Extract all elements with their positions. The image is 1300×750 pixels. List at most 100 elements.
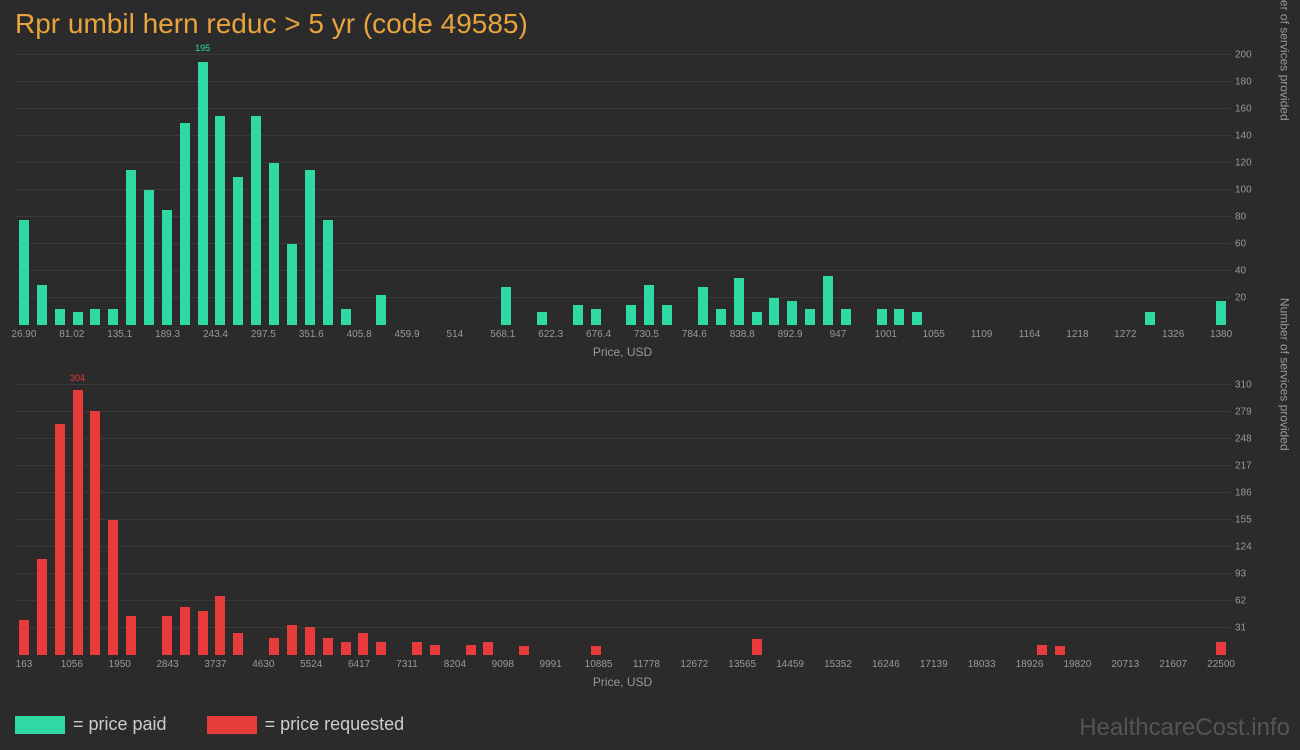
x-tick: 81.02 [59,329,84,340]
x-tick: 16246 [872,659,900,670]
bar [287,625,297,655]
bar [662,305,672,325]
x-tick: 18033 [968,659,996,670]
y-tick: 93 [1235,569,1260,580]
y-tick: 310 [1235,380,1260,391]
bar [805,309,815,325]
bar [144,190,154,325]
legend-item-paid: = price paid [15,714,167,735]
y-tick: 60 [1235,239,1260,250]
x-tick: 1326 [1162,329,1184,340]
bar [323,638,333,655]
y-axis-label: Number of services provided [1278,0,1292,121]
bar [305,627,315,655]
bar [37,559,47,655]
x-tick: 1218 [1066,329,1088,340]
x-tick: 9098 [492,659,514,670]
x-tick: 19820 [1064,659,1092,670]
bar [233,177,243,326]
x-tick: 243.4 [203,329,228,340]
bar [108,309,118,325]
bar [376,295,386,325]
bar [591,309,601,325]
x-tick: 297.5 [251,329,276,340]
x-tick: 892.9 [778,329,803,340]
x-tick: 8204 [444,659,466,670]
x-axis-label: Price, USD [593,345,652,359]
page-title: Rpr umbil hern reduc > 5 yr (code 49585) [15,8,528,40]
peak-label: 195 [195,43,210,53]
y-tick: 180 [1235,77,1260,88]
x-tick: 1272 [1114,329,1136,340]
bar [73,390,83,655]
bar [787,301,797,325]
grid-line [15,438,1230,439]
bar [752,639,762,655]
bar [305,170,315,325]
bar [466,645,476,655]
x-tick: 26.90 [11,329,36,340]
bar [37,285,47,326]
bar [519,646,529,655]
y-axis-label: Number of services provided [1278,298,1292,451]
bar [698,287,708,325]
y-tick: 62 [1235,596,1260,607]
bar [412,642,422,655]
x-tick: 5524 [300,659,322,670]
chart-price-paid: 20406080100120140160180200Number of serv… [15,55,1230,325]
x-tick: 17139 [920,659,948,670]
bar [537,312,547,326]
bar [358,633,368,655]
grid-line [15,54,1230,55]
y-tick: 186 [1235,488,1260,499]
y-tick: 120 [1235,158,1260,169]
legend: = price paid = price requested [15,714,404,735]
x-tick: 7311 [396,659,418,670]
bar [126,170,136,325]
bar [823,276,833,325]
x-tick: 1001 [875,329,897,340]
x-tick: 1055 [923,329,945,340]
bar [162,210,172,325]
bar [769,298,779,325]
bar [180,123,190,326]
y-tick: 248 [1235,434,1260,445]
bar [180,607,190,655]
x-tick: 13565 [728,659,756,670]
bar [376,642,386,655]
x-tick: 514 [447,329,464,340]
grid-line [15,600,1230,601]
x-tick: 163 [16,659,33,670]
x-tick: 135.1 [107,329,132,340]
x-tick: 9991 [540,659,562,670]
bar [198,611,208,655]
x-tick: 6417 [348,659,370,670]
y-tick: 20 [1235,293,1260,304]
y-tick: 40 [1235,266,1260,277]
grid-line [15,465,1230,466]
x-tick: 1380 [1210,329,1232,340]
bar [341,642,351,655]
y-tick: 217 [1235,461,1260,472]
bar [269,638,279,655]
x-tick: 21607 [1159,659,1187,670]
y-tick: 279 [1235,407,1260,418]
x-tick: 14459 [776,659,804,670]
x-tick: 730.5 [634,329,659,340]
bar [1216,301,1226,325]
bar [287,244,297,325]
bar [108,520,118,655]
bar [90,411,100,655]
bar [716,309,726,325]
bar [269,163,279,325]
bar [430,645,440,655]
x-tick: 11778 [633,659,660,670]
bar [73,312,83,326]
bar [126,616,136,655]
bar [1145,312,1155,326]
peak-label: 304 [70,373,85,383]
bar [591,646,601,655]
bar [162,616,172,655]
bar [626,305,636,325]
y-tick: 155 [1235,515,1260,526]
